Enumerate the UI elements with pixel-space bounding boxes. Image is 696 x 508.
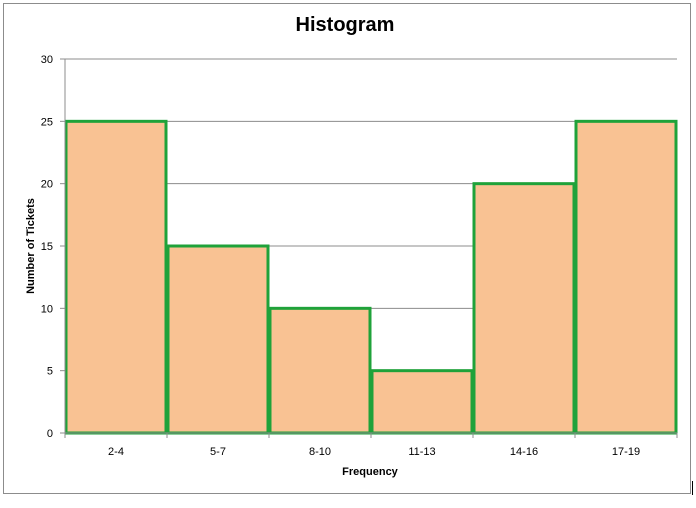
x-axis-title: Frequency — [342, 466, 399, 478]
y-tick-label: 15 — [41, 241, 53, 253]
y-axis-title: Number of Tickets — [25, 198, 37, 294]
y-tick-label: 20 — [41, 179, 53, 191]
x-tick-labels: 2-4 5-7 8-10 11-13 14-16 17-19 — [108, 446, 640, 458]
bar-2-4 — [64, 119, 168, 435]
chart-title: Histogram — [295, 14, 395, 36]
y-tick-label: 30 — [41, 54, 53, 66]
y-tick-label: 10 — [41, 303, 53, 315]
text-cursor-mark — [692, 481, 693, 495]
y-tick-label: 5 — [47, 366, 53, 378]
x-tick-label: 5-7 — [210, 446, 226, 458]
bar-14-16 — [472, 182, 576, 435]
x-tick-label: 11-13 — [408, 446, 435, 458]
y-tick-label: 0 — [47, 428, 53, 440]
bar-17-19 — [574, 119, 678, 435]
y-tick-labels: 0 5 10 15 20 25 30 — [41, 54, 53, 440]
x-tick-label: 17-19 — [612, 446, 640, 458]
bar-5-7 — [166, 244, 270, 435]
x-tick-label: 8-10 — [309, 446, 331, 458]
bar-8-10 — [268, 306, 372, 435]
x-tick-label: 2-4 — [108, 446, 124, 458]
axes — [60, 58, 678, 438]
y-tick-label: 25 — [41, 116, 53, 128]
bar-11-13 — [370, 369, 474, 435]
bars — [64, 119, 678, 435]
x-tick-label: 14-16 — [510, 446, 538, 458]
